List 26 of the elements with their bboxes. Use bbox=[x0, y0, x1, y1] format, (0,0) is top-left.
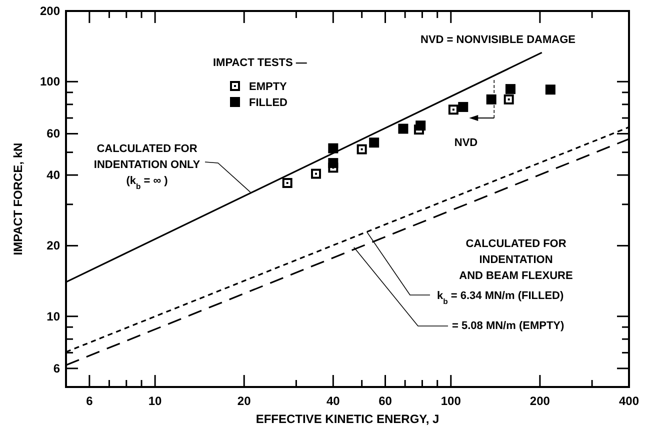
x-tick-label: 60 bbox=[378, 394, 392, 408]
y-tick-label: 60 bbox=[46, 126, 60, 141]
x-tick-label: 20 bbox=[237, 394, 252, 408]
y-axis-title: IMPACT FORCE, kN bbox=[11, 142, 25, 256]
annotation: k$_{b}$ = 6.34 MN/m (FILLED) bbox=[437, 290, 564, 306]
x-tick-label: 10 bbox=[148, 394, 162, 408]
annotation: CALCULATED FOR INDENTATION ONLY (k$_{b}$ = ∞ ) bbox=[94, 143, 201, 190]
legend-label: EMPTY bbox=[249, 81, 288, 93]
y-tick-label: 20 bbox=[46, 238, 60, 253]
annotation: = 5.08 MN/m (EMPTY) bbox=[452, 320, 564, 332]
x-tick-label: 6 bbox=[86, 394, 94, 408]
x-tick-label: 200 bbox=[530, 394, 550, 408]
annotation: NVD bbox=[454, 137, 478, 149]
y-tick-label: 6 bbox=[53, 361, 60, 376]
x-tick-label: 40 bbox=[326, 394, 340, 408]
y-tick-label: 200 bbox=[40, 4, 60, 18]
x-tick-label: 400 bbox=[618, 394, 640, 408]
y-tick-label: 40 bbox=[46, 168, 60, 182]
x-tick-label: 100 bbox=[440, 394, 462, 408]
x-axis-title: EFFECTIVE KINETIC ENERGY, J bbox=[256, 412, 440, 426]
legend-title: IMPACT TESTS — bbox=[213, 57, 307, 69]
annotation: NVD = NONVISIBLE DAMAGE bbox=[420, 34, 576, 46]
y-tick-label: 100 bbox=[40, 74, 60, 89]
y-tick-label: 10 bbox=[46, 309, 60, 324]
legend-label: FILLED bbox=[249, 97, 288, 109]
annotation: CALCULATED FOR INDENTATION AND BEAM FLEXURE bbox=[459, 238, 573, 282]
